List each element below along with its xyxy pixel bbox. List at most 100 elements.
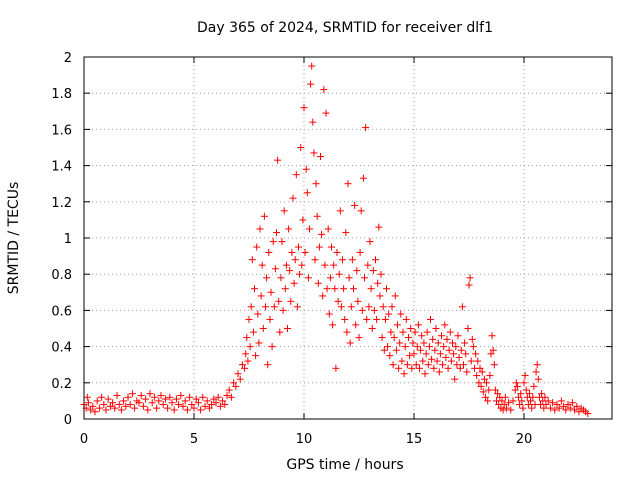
- data-point: [297, 144, 305, 151]
- data-point: [278, 238, 286, 246]
- data-point: [557, 397, 565, 405]
- data-point: [390, 334, 398, 342]
- data-point: [269, 238, 277, 246]
- data-point: [436, 350, 444, 358]
- data-point: [380, 346, 388, 354]
- data-point: [394, 321, 401, 329]
- data-point: [386, 352, 394, 360]
- data-point: [421, 370, 429, 378]
- data-point: [365, 303, 373, 311]
- data-point: [201, 402, 209, 410]
- data-point: [161, 395, 169, 403]
- data-point: [453, 361, 461, 369]
- data-point: [113, 391, 121, 399]
- data-point: [320, 86, 328, 94]
- data-point: [109, 399, 117, 407]
- data-point: [321, 261, 329, 269]
- data-point: [374, 279, 382, 287]
- data-point: [254, 310, 262, 318]
- data-point: [455, 353, 463, 361]
- data-point: [280, 207, 288, 215]
- data-point: [188, 401, 196, 409]
- data-point: [445, 346, 453, 354]
- data-point: [383, 285, 390, 293]
- data-point: [347, 303, 355, 311]
- data-point: [502, 404, 510, 412]
- data-point: [341, 315, 349, 323]
- data-point: [528, 404, 536, 412]
- data-point: [289, 194, 297, 202]
- data-point: [401, 343, 409, 351]
- data-point: [412, 361, 420, 369]
- data-point: [183, 406, 191, 414]
- data-point: [384, 343, 392, 351]
- data-point: [336, 207, 344, 215]
- data-point: [435, 368, 443, 376]
- data-point: [352, 321, 360, 329]
- data-point: [252, 352, 260, 360]
- data-point: [234, 370, 242, 378]
- data-point: [104, 395, 112, 403]
- data-point: [337, 303, 345, 311]
- x-tick-label: 5: [190, 432, 198, 447]
- data-point: [486, 372, 494, 380]
- data-point: [243, 334, 251, 342]
- data-point: [420, 339, 428, 347]
- data-point: [367, 285, 375, 293]
- data-point: [291, 256, 299, 264]
- data-point: [489, 346, 497, 354]
- x-axis-label: GPS time / hours: [286, 457, 403, 473]
- y-tick-label: 1.6: [51, 123, 72, 138]
- y-tick-label: 1.8: [51, 87, 72, 102]
- data-point: [122, 402, 130, 410]
- data-point: [395, 364, 403, 372]
- data-point: [532, 368, 540, 376]
- data-point: [150, 393, 158, 401]
- data-point: [350, 285, 357, 293]
- data-point: [128, 390, 136, 398]
- data-point: [450, 350, 458, 358]
- data-point: [307, 80, 315, 88]
- data-point: [356, 248, 364, 256]
- data-point: [172, 395, 180, 403]
- data-point: [131, 404, 139, 412]
- data-point: [392, 346, 400, 354]
- data-point: [144, 406, 152, 414]
- data-point: [512, 379, 520, 387]
- data-point: [309, 118, 317, 126]
- x-tick-label: 15: [406, 432, 423, 447]
- data-point: [247, 303, 255, 311]
- data-point: [568, 399, 576, 407]
- data-point: [447, 357, 455, 365]
- data-point: [398, 357, 406, 365]
- data-point: [287, 297, 295, 305]
- data-point: [236, 375, 244, 383]
- data-point: [245, 315, 253, 323]
- data-point: [315, 243, 323, 251]
- data-point: [520, 379, 528, 387]
- data-point: [257, 292, 265, 300]
- data-point: [267, 288, 275, 296]
- y-tick-label: 0.6: [51, 304, 72, 319]
- data-point: [546, 404, 554, 412]
- data-point: [355, 334, 363, 342]
- data-point: [249, 328, 257, 336]
- data-point: [89, 402, 97, 410]
- data-point: [482, 393, 489, 401]
- data-point: [323, 285, 331, 293]
- data-point: [268, 343, 276, 351]
- data-point: [469, 343, 477, 351]
- data-point: [304, 274, 312, 282]
- data-point: [295, 243, 302, 251]
- data-point: [456, 364, 464, 372]
- data-point: [142, 395, 150, 403]
- data-point: [483, 379, 491, 387]
- data-point: [225, 386, 233, 394]
- x-tick-labels: 0 5 10 15 20: [80, 432, 532, 447]
- data-point: [330, 261, 338, 269]
- data-point: [277, 274, 285, 282]
- data-point: [452, 343, 460, 351]
- y-tick-labels: 0 0.2 0.4 0.6 0.8 1 1.2 1.4 1.6 1.8 2: [51, 51, 72, 428]
- data-point: [281, 285, 289, 293]
- data-point: [251, 285, 258, 293]
